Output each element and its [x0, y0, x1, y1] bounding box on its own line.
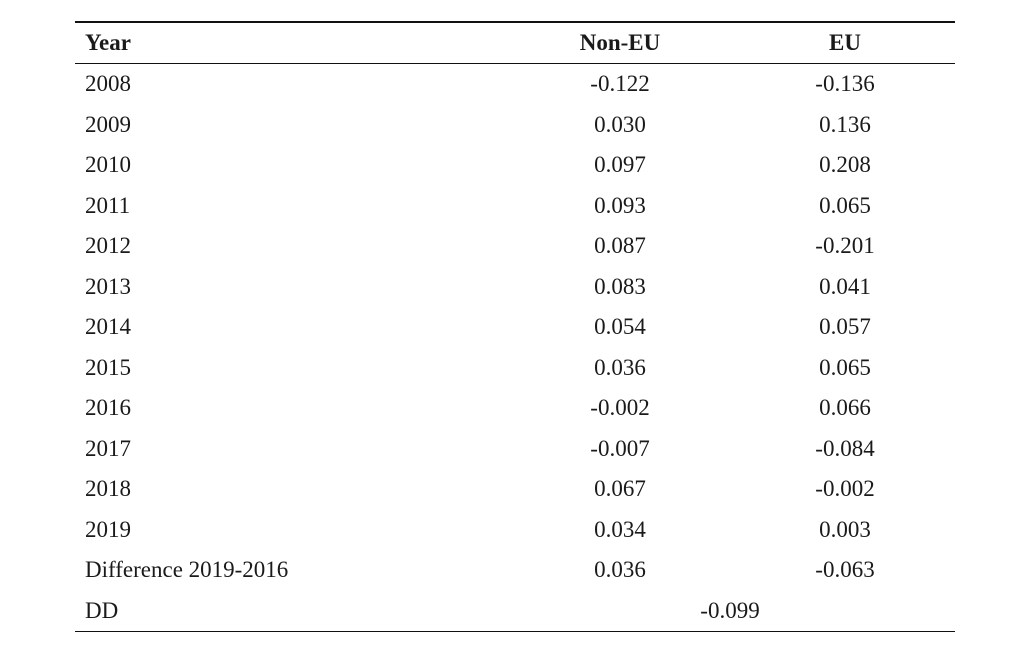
cell-eu: -0.201 [815, 233, 875, 259]
cell-non-eu: 0.034 [594, 516, 646, 542]
cell-non-eu: 0.097 [594, 152, 646, 178]
cell-eu: 0.041 [819, 273, 871, 299]
cell-year: 2019 [85, 516, 131, 542]
results-table: Year Non-EU EU 2008 -0.122 -0.136 2009 0.030… [75, 21, 955, 632]
cell-non-eu: -0.122 [590, 71, 650, 97]
cell-non-eu: 0.054 [594, 314, 646, 340]
cell-year: 2008 [85, 71, 131, 97]
header-eu: EU [829, 30, 861, 55]
header-year: Year [85, 30, 131, 55]
table-row: Difference 2019-2016 0.036 -0.063 [75, 550, 955, 591]
cell-non-eu: 0.036 [594, 557, 646, 583]
cell-year: 2012 [85, 233, 131, 259]
cell-year: 2009 [85, 111, 131, 137]
cell-eu: -0.063 [815, 557, 875, 583]
cell-eu: 0.065 [819, 192, 871, 218]
table-body: 2008 -0.122 -0.136 2009 0.030 0.136 2010 0.097 0… [75, 64, 955, 632]
cell-year: 2014 [85, 314, 131, 340]
cell-non-eu: 0.087 [594, 233, 646, 259]
table-row: 2016 -0.002 0.066 [75, 388, 955, 429]
table-row: 2012 0.087 -0.201 [75, 226, 955, 267]
cell-eu: -0.084 [815, 435, 875, 461]
cell-year: 2017 [85, 435, 131, 461]
header-non-eu: Non-EU [579, 30, 661, 55]
cell-dd-label: DD [85, 597, 119, 623]
table-row: 2015 0.036 0.065 [75, 348, 955, 389]
table-row: 2013 0.083 0.041 [75, 267, 955, 308]
cell-year: 2010 [85, 152, 131, 178]
cell-eu: 0.136 [819, 111, 871, 137]
table-row: 2019 0.034 0.003 [75, 510, 955, 551]
table-row-dd: DD -0.099 [75, 591, 955, 632]
table-row: 2010 0.097 0.208 [75, 145, 955, 186]
cell-dd-value: -0.099 [700, 597, 760, 623]
table-row: 2008 -0.122 -0.136 [75, 64, 955, 105]
table-row: 2018 0.067 -0.002 [75, 469, 955, 510]
cell-non-eu: -0.007 [590, 435, 650, 461]
cell-non-eu: -0.002 [590, 395, 650, 421]
table-row: 2014 0.054 0.057 [75, 307, 955, 348]
cell-year: Difference 2019-2016 [85, 557, 289, 583]
cell-eu: 0.003 [819, 516, 871, 542]
cell-year: 2011 [85, 192, 131, 218]
cell-non-eu: 0.067 [594, 476, 646, 502]
cell-year: 2015 [85, 354, 131, 380]
cell-eu: 0.208 [819, 152, 871, 178]
cell-non-eu: 0.036 [594, 354, 646, 380]
cell-year: 2016 [85, 395, 131, 421]
table-row: 2011 0.093 0.065 [75, 186, 955, 227]
results-table-container: Year Non-EU EU 2008 -0.122 -0.136 2009 0.030… [75, 21, 955, 632]
table-row: 2017 -0.007 -0.084 [75, 429, 955, 470]
cell-eu: 0.057 [819, 314, 871, 340]
cell-eu: 0.066 [819, 395, 871, 421]
cell-non-eu: 0.030 [594, 111, 646, 137]
table-row: 2009 0.030 0.136 [75, 105, 955, 146]
cell-eu: 0.065 [819, 354, 871, 380]
cell-eu: -0.136 [815, 71, 875, 97]
cell-eu: -0.002 [815, 476, 875, 502]
table-header-row: Year Non-EU EU [75, 22, 955, 64]
cell-non-eu: 0.083 [594, 273, 646, 299]
cell-year: 2013 [85, 273, 131, 299]
cell-year: 2018 [85, 476, 131, 502]
cell-non-eu: 0.093 [594, 192, 646, 218]
